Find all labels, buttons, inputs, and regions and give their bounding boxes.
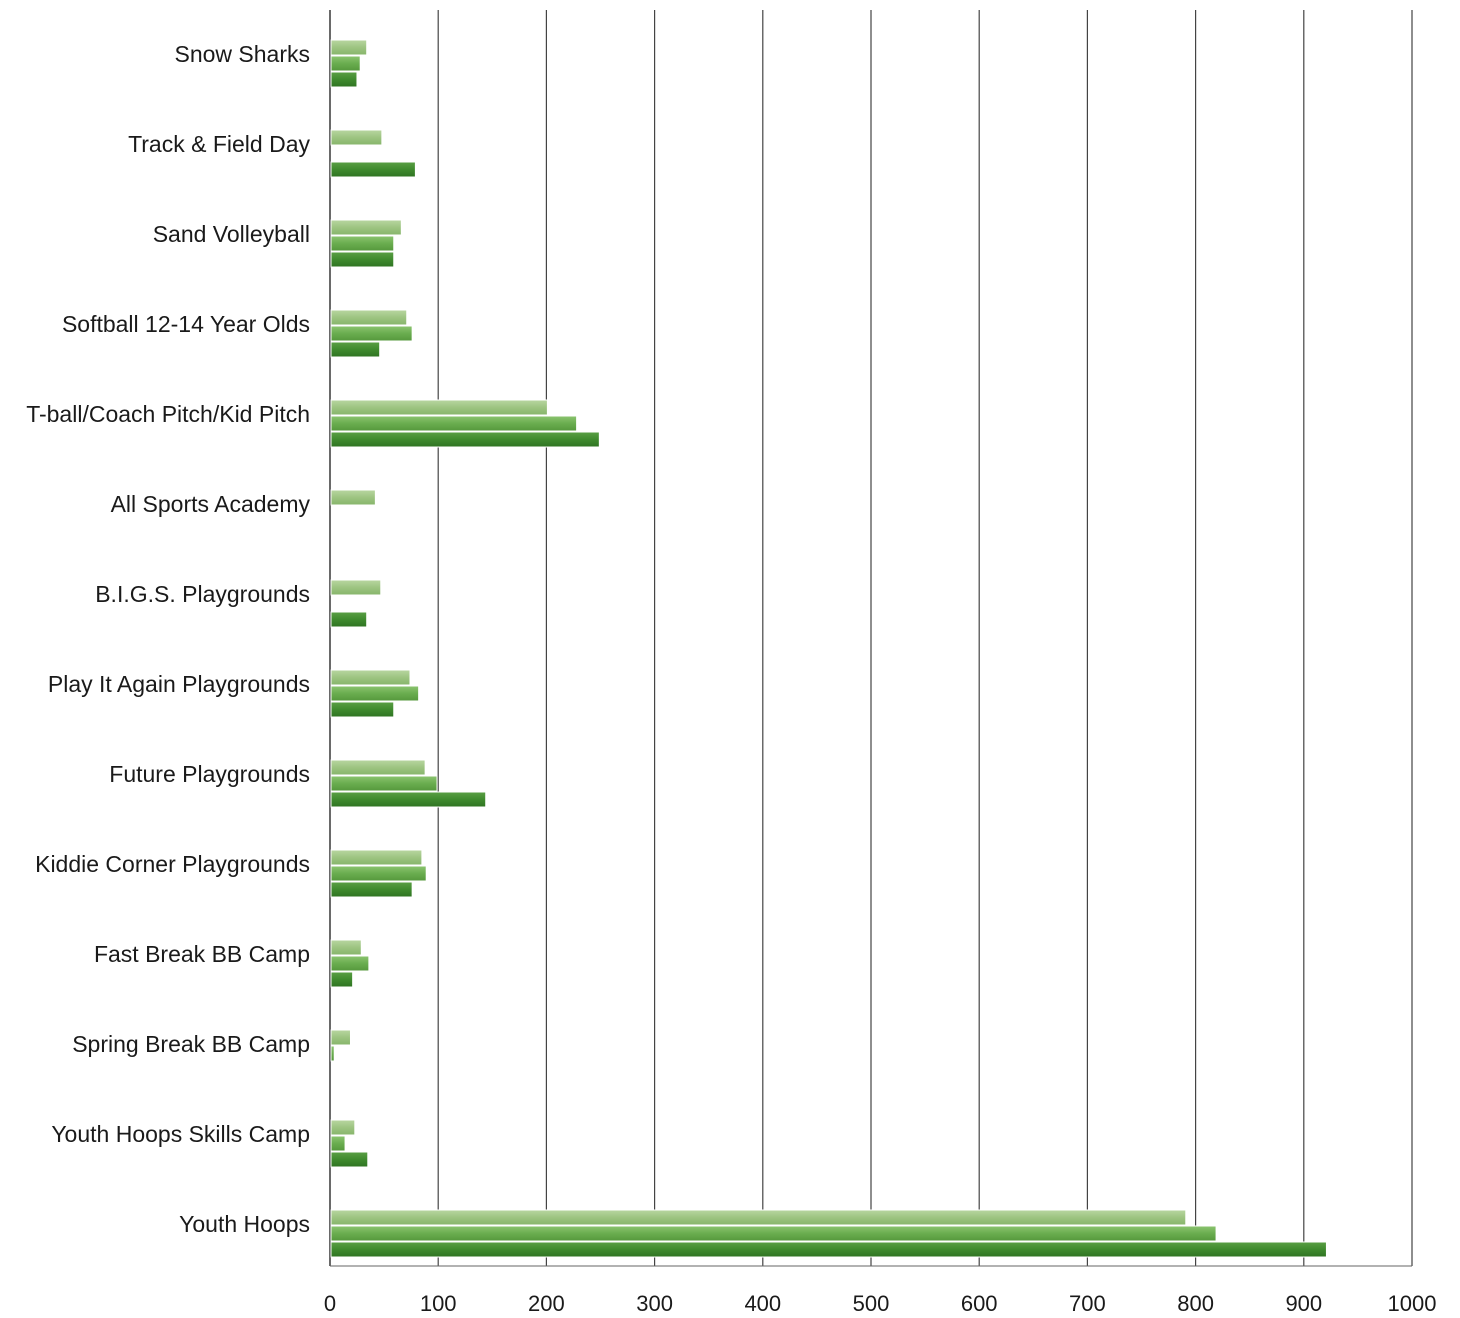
category-label: Softball 12-14 Year Olds [62,311,310,337]
category-label: Future Playgrounds [109,761,310,787]
category-label: All Sports Academy [111,491,311,517]
category-label: Fast Break BB Camp [94,941,310,967]
x-tick-label: 200 [528,1291,565,1316]
x-tick-label: 600 [961,1291,998,1316]
bar-series-3 [330,611,368,628]
bar-series-3 [330,701,395,718]
category-labels: Snow Sharks Track & Field Day Sand Volleyb… [26,41,310,1237]
bar-series-2 [330,1045,335,1062]
bar-series-3 [330,161,416,178]
bar-series-1 [330,1209,1187,1226]
bars [330,39,1327,1258]
x-tick-label: 900 [1285,1291,1322,1316]
bar-series-1 [330,759,426,776]
bar-series-1 [330,219,402,236]
x-tick-label: 800 [1177,1291,1214,1316]
category-label: Snow Sharks [174,41,310,67]
category-label: Youth Hoops Skills Camp [51,1121,310,1147]
x-tick-label: 100 [420,1291,457,1316]
bar-series-1 [330,669,411,686]
bar-series-3 [330,341,381,358]
bar-series-1 [330,1119,356,1136]
x-tick-label: 700 [1069,1291,1106,1316]
bar-series-1 [330,849,423,866]
bar-series-2 [330,415,578,432]
category-label: T-ball/Coach Pitch/Kid Pitch [26,401,310,427]
bar-series-1 [330,1029,351,1046]
category-label: B.I.G.S. Playgrounds [95,581,310,607]
bar-series-3 [330,881,413,898]
bar-series-1 [330,489,376,506]
bar-series-2 [330,955,370,972]
bar-series-3 [330,791,487,808]
category-label: Sand Volleyball [153,221,310,247]
x-tick-label: 0 [324,1291,336,1316]
bar-series-3 [330,431,600,448]
bar-series-2 [330,235,395,252]
bar-series-1 [330,39,368,56]
bar-series-3 [330,1151,369,1168]
category-label: Kiddie Corner Playgrounds [35,851,310,877]
x-axis-tick-labels: 0 100 200 300 400 500 600 700 800 900 1000 [324,1291,1437,1316]
x-tick-label: 400 [744,1291,781,1316]
bar-series-2 [330,685,420,702]
bar-series-2 [330,55,361,72]
bar-series-2 [330,1135,346,1152]
bar-series-3 [330,971,354,988]
bar-series-3 [330,1241,1327,1258]
x-tick-label: 500 [853,1291,890,1316]
category-label: Youth Hoops [179,1211,310,1237]
x-tick-label: 300 [636,1291,673,1316]
bar-series-1 [330,309,408,326]
bar-series-1 [330,579,382,596]
bar-series-1 [330,399,548,416]
bar-series-1 [330,129,383,146]
category-label: Spring Break BB Camp [72,1031,310,1057]
bar-series-1 [330,939,362,956]
category-label: Play It Again Playgrounds [48,671,310,697]
bar-series-2 [330,1225,1217,1242]
bar-series-2 [330,325,413,342]
x-tick-label: 1000 [1388,1291,1437,1316]
bar-series-2 [330,865,427,882]
bar-series-3 [330,251,395,268]
category-label: Track & Field Day [128,131,310,157]
bar-series-3 [330,71,358,88]
gridlines [329,10,1413,1267]
bar-series-2 [330,775,438,792]
